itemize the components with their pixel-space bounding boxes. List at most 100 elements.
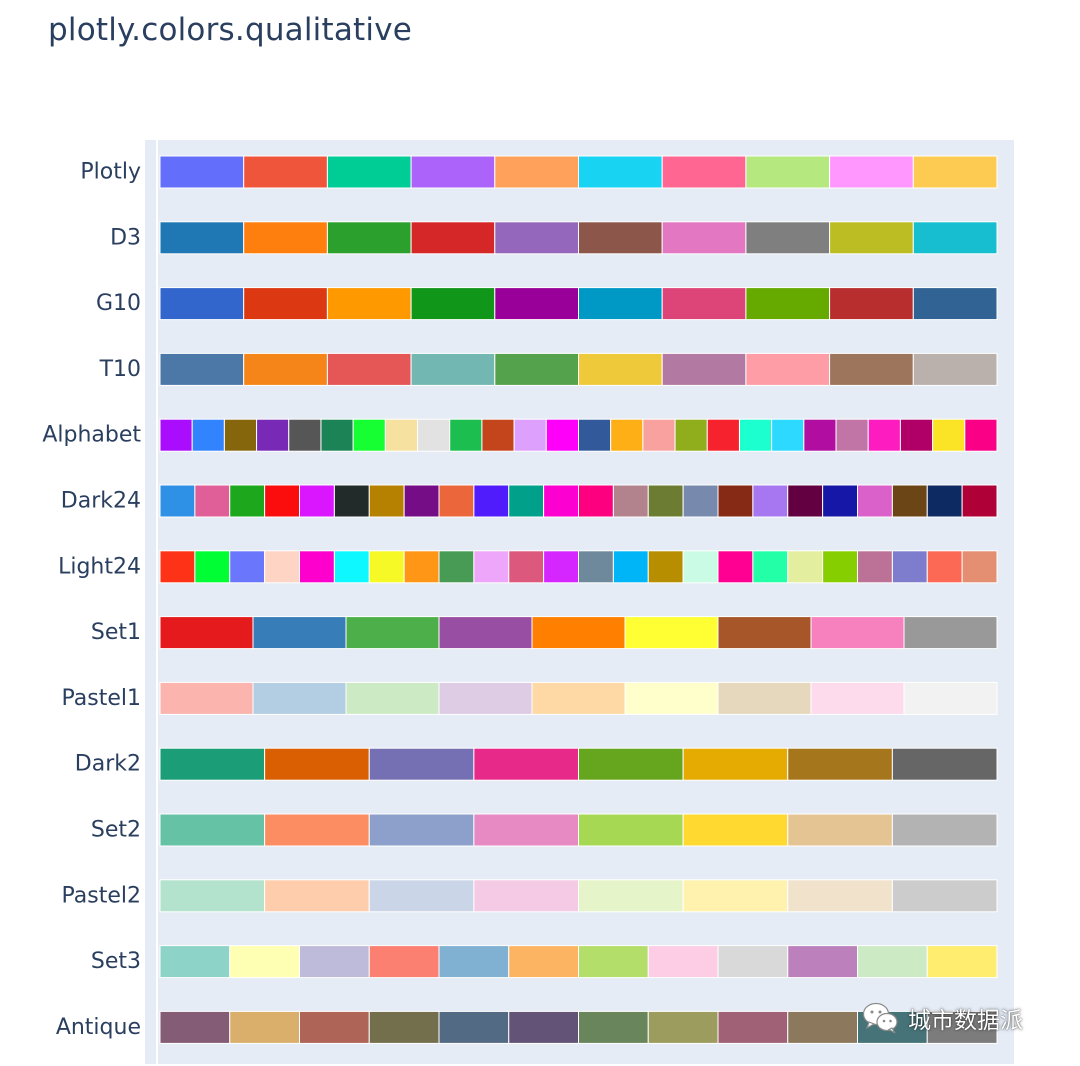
color-swatch	[964, 418, 998, 452]
color-swatch	[926, 550, 963, 584]
color-swatch	[857, 550, 893, 584]
color-swatch	[926, 945, 998, 979]
color-swatch	[829, 155, 914, 189]
row-label: Alphabet	[42, 423, 141, 448]
color-swatch	[159, 418, 193, 452]
color-swatch	[661, 221, 747, 255]
color-swatch	[717, 550, 754, 584]
color-swatch	[867, 418, 901, 452]
color-swatch	[578, 484, 614, 518]
color-swatch	[891, 879, 998, 913]
color-swatch	[368, 550, 405, 584]
color-row: Pastel2	[62, 879, 998, 913]
color-swatch	[610, 418, 644, 452]
color-swatch	[438, 945, 510, 979]
watermark-text: 城市数据派	[908, 1008, 1023, 1034]
color-row: D3	[110, 221, 998, 255]
color-swatch	[159, 352, 245, 386]
row-label: Antique	[56, 1015, 141, 1040]
row-label: D3	[110, 225, 141, 250]
color-swatch	[717, 1010, 789, 1044]
color-swatch	[473, 550, 510, 584]
color-swatch	[229, 945, 300, 979]
color-row: T10	[99, 352, 998, 386]
color-swatch	[706, 418, 740, 452]
color-swatch	[857, 484, 893, 518]
color-swatch	[264, 879, 370, 913]
color-swatch	[810, 616, 905, 650]
color-swatch	[159, 681, 254, 715]
color-row: Set1	[91, 616, 998, 650]
color-swatch	[612, 484, 649, 518]
color-swatch	[264, 813, 370, 847]
color-swatch	[159, 945, 231, 979]
chart-title: plotly.colors.qualitative	[48, 12, 413, 48]
color-swatch	[912, 352, 998, 386]
color-swatch	[787, 945, 858, 979]
color-swatch	[899, 418, 934, 452]
color-swatch	[829, 287, 914, 321]
color-swatch	[717, 681, 812, 715]
color-swatch	[159, 747, 266, 781]
color-swatch	[661, 155, 747, 189]
color-swatch	[829, 221, 914, 255]
color-swatch	[787, 550, 824, 584]
color-swatch	[661, 287, 747, 321]
color-swatch	[191, 418, 225, 452]
color-swatch	[229, 1010, 300, 1044]
color-swatch	[299, 945, 370, 979]
color-swatch	[647, 484, 684, 518]
plot-area-background	[145, 140, 1014, 1064]
color-row: Dark2	[75, 747, 998, 781]
color-swatch	[264, 550, 301, 584]
color-swatch	[647, 550, 684, 584]
color-swatch	[829, 352, 914, 386]
color-swatch	[159, 813, 266, 847]
color-swatch	[229, 484, 266, 518]
color-swatch	[243, 221, 328, 255]
color-swatch	[333, 484, 370, 518]
color-swatch	[891, 813, 998, 847]
color-swatch	[578, 352, 663, 386]
color-swatch	[494, 287, 579, 321]
color-swatch	[822, 550, 859, 584]
color-swatch	[243, 287, 328, 321]
color-swatch	[403, 484, 440, 518]
color-swatch	[384, 418, 419, 452]
color-swatch	[912, 287, 998, 321]
color-swatch	[513, 418, 547, 452]
color-swatch	[252, 681, 347, 715]
color-swatch	[438, 681, 533, 715]
color-swatch	[578, 1010, 649, 1044]
color-swatch	[578, 287, 663, 321]
color-swatch	[352, 418, 386, 452]
row-label: G10	[96, 291, 141, 316]
color-swatch	[368, 1010, 440, 1044]
color-swatch	[578, 221, 663, 255]
color-swatch	[578, 813, 684, 847]
color-swatch	[159, 550, 196, 584]
color-swatch	[745, 287, 831, 321]
row-label: Dark2	[75, 752, 141, 777]
color-swatch	[682, 813, 789, 847]
color-swatch	[345, 616, 440, 650]
color-swatch	[159, 616, 254, 650]
color-swatch	[508, 484, 545, 518]
color-swatch	[891, 550, 928, 584]
color-swatch	[961, 550, 998, 584]
color-row: Plotly	[80, 155, 998, 189]
color-swatch	[682, 484, 719, 518]
color-swatch	[674, 418, 708, 452]
color-swatch	[508, 550, 545, 584]
color-row: Set3	[91, 945, 998, 979]
row-label: T10	[99, 357, 141, 382]
color-swatch	[752, 484, 789, 518]
color-swatch	[624, 681, 719, 715]
row-label: Plotly	[80, 160, 141, 185]
color-swatch	[410, 352, 496, 386]
color-swatch	[368, 747, 475, 781]
color-swatch	[578, 550, 614, 584]
color-swatch	[299, 484, 335, 518]
color-swatch	[368, 484, 405, 518]
color-swatch	[326, 155, 412, 189]
